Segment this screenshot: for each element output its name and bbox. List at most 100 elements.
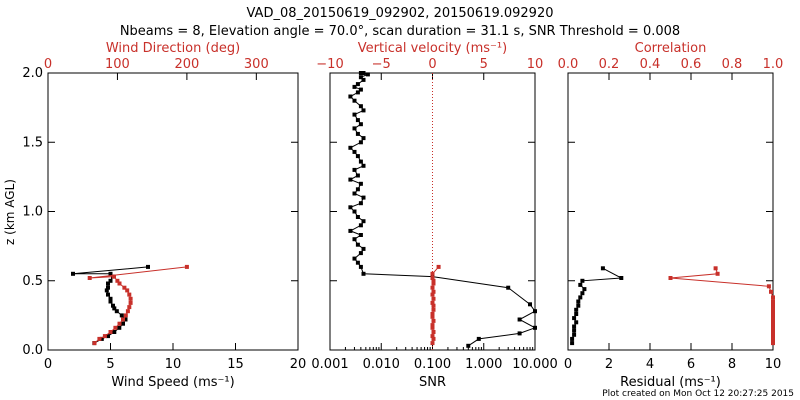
plot-created-footer: Plot created on Mon Oct 12 20:27:25 2015: [602, 389, 794, 399]
wind-direction-point: [128, 300, 133, 305]
wind-direction-point: [112, 274, 116, 279]
wind-direction-line: [89, 266, 187, 344]
bottom-axis-tick-label: 0.001: [311, 357, 348, 372]
correlation-point: [771, 295, 775, 300]
wind-direction-point: [123, 313, 128, 318]
bottom-axis-tick-label: 8: [728, 357, 736, 372]
residual-point: [578, 295, 583, 300]
snr-point: [358, 71, 363, 75]
residual-point: [574, 312, 579, 316]
wind-speed-point: [108, 299, 113, 304]
snr-point: [466, 343, 471, 348]
snr-point: [348, 94, 353, 99]
wind-direction-point: [87, 276, 92, 280]
snr-point: [355, 173, 360, 178]
snr-point: [361, 71, 366, 75]
vertical-velocity-point: [431, 278, 436, 283]
wind-speed-point: [123, 317, 128, 322]
bottom-axis-tick-label: 15: [227, 357, 244, 372]
residual-point: [570, 336, 575, 341]
snr-point: [352, 167, 357, 172]
top-axis-tick-label: −10: [316, 57, 343, 72]
vertical-velocity-point: [430, 285, 435, 290]
vertical-velocity-point: [430, 300, 435, 305]
residual-point: [570, 341, 575, 346]
correlation-line: [670, 268, 774, 344]
wind-direction-point: [121, 317, 125, 322]
bottom-axis-tick-label: 0.100: [414, 357, 451, 372]
snr-point: [358, 264, 363, 269]
snr-point: [517, 317, 522, 322]
y-axis-tick-label: 0.5: [22, 274, 43, 289]
wind-speed-point: [112, 330, 117, 334]
wind-speed-point: [108, 271, 113, 276]
top-axis-tick-label: 200: [174, 57, 199, 72]
snr-point: [355, 187, 360, 192]
vertical-velocity-point: [430, 312, 435, 316]
figure-title-line1: VAD_08_20150619_092902, 20150619.092920: [247, 6, 554, 21]
bottom-axis-tick-label: 10: [165, 357, 182, 372]
snr-point: [348, 228, 353, 233]
residual-point: [572, 328, 577, 333]
plot-frame: [567, 72, 774, 351]
snr-point: [352, 112, 357, 117]
snr-point: [358, 251, 363, 256]
snr-point: [528, 302, 532, 307]
vertical-velocity-point: [431, 296, 436, 301]
correlation-point: [715, 271, 720, 276]
residual-point: [576, 299, 581, 304]
snr-point: [358, 181, 363, 186]
residual-point: [574, 320, 579, 325]
correlation-point: [771, 302, 775, 307]
snr-point: [358, 104, 363, 109]
bottom-axis-tick-label: 5: [106, 357, 114, 372]
top-axis-tick-label: 100: [105, 57, 130, 72]
correlation-point: [771, 327, 775, 332]
wind-speed-point: [146, 264, 150, 269]
correlation-point: [771, 305, 775, 310]
residual-point: [572, 332, 577, 337]
snr-point: [361, 77, 366, 82]
top-axis-tick-label: 300: [244, 57, 269, 72]
vertical-velocity-point: [431, 330, 436, 334]
snr-point: [361, 271, 366, 276]
wind-speed-point: [119, 313, 124, 318]
residual-point: [574, 307, 579, 312]
vertical-velocity-point: [431, 289, 436, 294]
wind-direction-point: [122, 285, 127, 290]
wind-direction-point: [92, 341, 97, 346]
y-axis-tick-label: 0.0: [22, 343, 43, 358]
snr-point: [517, 331, 522, 336]
wind-speed-point: [114, 309, 119, 314]
bottom-axis-title: Residual (ms⁻¹): [620, 375, 721, 390]
correlation-point: [769, 289, 773, 294]
wind-speed-point: [106, 281, 110, 286]
snr-point: [361, 219, 366, 224]
vertical-velocity-point: [430, 276, 435, 280]
residual-panel: 0 2 4 6 8 10 Residual (ms⁻¹) 0.0 0.2 0.4 0.6 0.8 1.0…: [558, 41, 784, 390]
correlation-point: [771, 299, 775, 304]
snr-point: [506, 285, 511, 290]
snr-point: [533, 325, 537, 330]
top-axis-title: Correlation: [635, 41, 707, 56]
wind-direction-point: [102, 334, 107, 339]
snr-point: [352, 84, 357, 89]
snr-point: [365, 72, 370, 77]
bottom-axis-tick-label: 0.010: [363, 357, 400, 372]
wind-speed-point: [111, 303, 115, 308]
vertical-velocity-point: [430, 271, 435, 276]
residual-point: [600, 266, 605, 271]
wind-panel: 0 5 10 15 20 Wind Speed (ms⁻¹) 0 100 200 300 Wind …: [22, 41, 306, 390]
correlation-point: [771, 332, 775, 337]
snr-point: [352, 98, 357, 103]
vertical-velocity-point: [430, 323, 435, 328]
snr-point: [348, 177, 353, 182]
vertical-velocity-point: [430, 334, 435, 339]
vertical-velocity-point: [430, 341, 435, 346]
top-axis-tick-label: 0.0: [558, 57, 579, 72]
correlation-point: [771, 338, 775, 343]
snr-point: [348, 205, 353, 210]
snr-point: [358, 223, 363, 228]
residual-point: [578, 282, 583, 287]
